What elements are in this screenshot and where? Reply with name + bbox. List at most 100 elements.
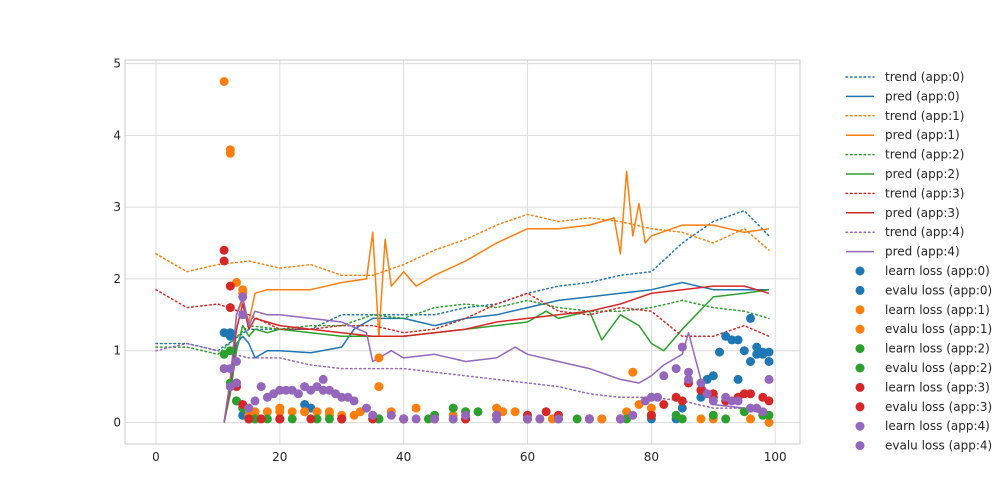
legend-item: learn loss (app:0) [855,264,990,278]
data-point [331,389,341,399]
legend-swatch [855,285,865,295]
data-point [646,403,656,413]
data-point [411,403,421,413]
data-point [584,414,594,424]
series-trend-app-3 [155,288,770,338]
data-point [399,414,409,424]
data-point [312,414,322,424]
series-trend-app-1 [155,213,770,277]
series-pred-app-3 [223,285,770,423]
data-point [318,374,328,384]
data-point [733,374,743,384]
data-point [677,396,687,406]
series-line [223,285,770,423]
data-point [262,414,272,424]
data-point [324,414,334,424]
data-point [708,371,718,381]
data-point [219,364,229,374]
legend-label: pred (app:3) [885,206,960,220]
plot-area [155,77,774,427]
legend-label: trend (app:4) [885,225,964,239]
legend-item: trend (app:3) [845,186,964,200]
legend-item: evalu loss (app:1) [855,322,992,336]
data-point [244,414,254,424]
data-point [764,396,774,406]
data-point [293,389,303,399]
data-point [764,374,774,384]
x-tick-label: 40 [396,450,411,464]
data-point [306,414,316,424]
legend-label: evalu loss (app:2) [885,361,992,375]
legend-label: evalu loss (app:4) [885,439,992,453]
data-point [739,346,749,356]
data-point [300,400,310,409]
data-point [733,396,743,406]
y-tick-label: 1 [113,344,121,358]
data-point [671,410,681,420]
data-point [684,367,693,377]
legend-swatch [855,344,865,354]
series-line [155,299,770,356]
legend-item: pred (app:1) [846,128,960,142]
legend-item: pred (app:4) [846,245,960,259]
data-point [269,389,279,399]
data-point [764,418,774,427]
data-point [746,389,755,399]
data-point [746,357,755,366]
data-point [287,414,297,424]
legend-swatch [855,421,865,431]
data-point [448,414,458,424]
series-line [223,288,770,423]
data-point [646,392,656,402]
legend-label: trend (app:3) [885,186,964,200]
legend-label: evalu loss (app:0) [885,283,992,297]
data-point [715,347,724,357]
data-point [281,385,291,395]
data-point [702,389,712,399]
data-point [232,357,241,366]
data-point [300,407,310,417]
y-tick-label: 2 [113,272,121,286]
data-point [677,403,687,413]
data-point [225,148,235,158]
data-point [386,410,396,420]
data-point [708,410,718,420]
legend-item: trend (app:4) [845,225,964,239]
y-tick-labels: 0 1 2 3 4 5 [113,57,121,430]
data-point [739,389,749,399]
series-line [155,288,770,338]
data-point [423,414,433,424]
series-pred-app-1 [223,170,770,423]
series-line [223,170,770,423]
x-tick-label: 100 [764,450,787,464]
data-point [746,403,755,413]
data-point [473,407,483,417]
data-point [746,313,755,323]
y-tick-label: 0 [113,415,121,429]
data-point [523,414,532,424]
data-point [262,407,272,417]
legend-label: learn loss (app:1) [885,303,990,317]
data-point [225,346,235,356]
y-tick-label: 5 [113,57,121,71]
legend-item: learn loss (app:4) [855,419,990,433]
data-point [225,364,235,374]
data-point [411,414,421,424]
legend-item: trend (app:2) [845,148,964,162]
data-point [219,77,229,86]
x-tick-labels: 0 20 40 60 80 100 [152,450,787,464]
x-tick-label: 0 [152,450,160,464]
series-trend-app-2 [155,299,770,356]
legend-item: evalu loss (app:2) [855,361,992,375]
data-point [374,382,384,392]
series-pred-app-2 [223,288,770,423]
data-point [752,342,762,352]
legend-label: pred (app:4) [885,245,960,259]
data-point [374,353,384,363]
data-point [684,374,693,384]
data-point [349,410,359,420]
data-point [727,396,737,406]
data-point [535,414,545,424]
legend-item: learn loss (app:2) [855,342,990,356]
data-point [615,414,625,424]
